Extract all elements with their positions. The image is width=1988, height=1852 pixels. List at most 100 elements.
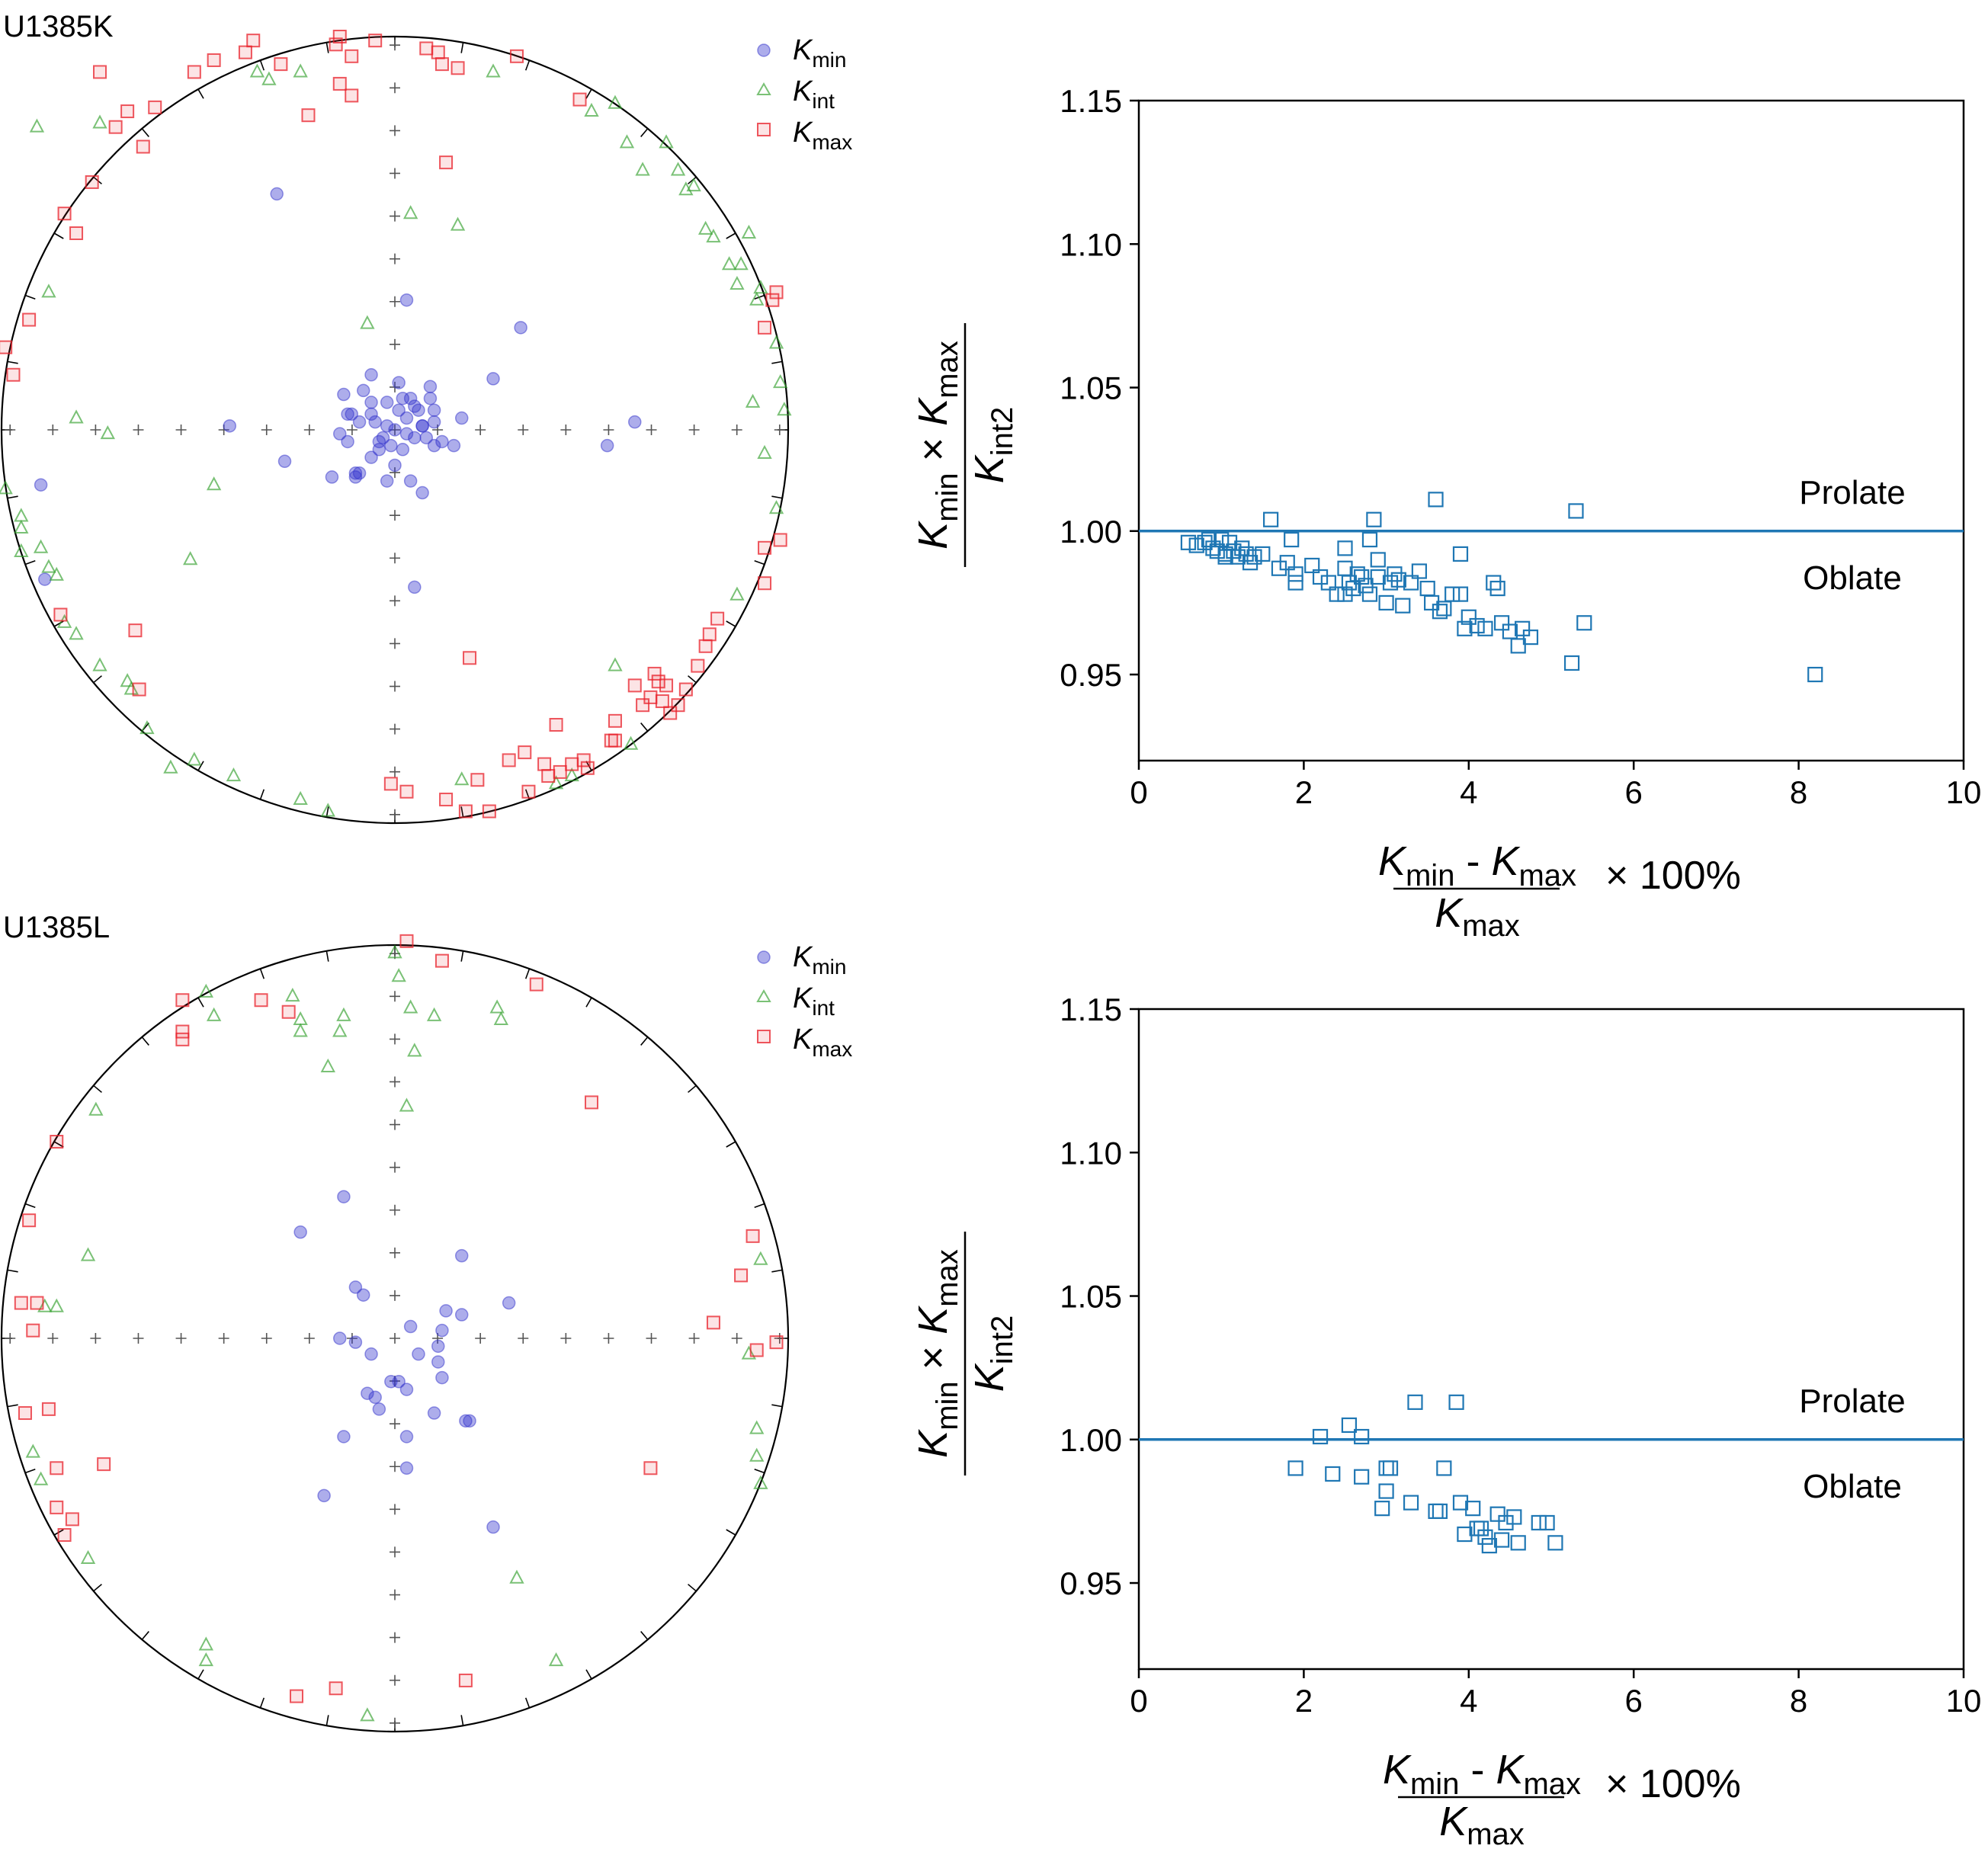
shape-point — [1515, 620, 1531, 636]
kmax-point — [238, 45, 252, 59]
stereonet-cross-mark — [5, 425, 16, 435]
kmax-point — [50, 1500, 64, 1514]
kmax-point — [580, 761, 595, 775]
y-tick-label: 1.10 — [1060, 1135, 1122, 1171]
legend-kint-marker — [756, 82, 771, 95]
kmin-point — [427, 1406, 441, 1420]
prolate-label: Prolate — [1799, 1383, 1905, 1420]
shape-point — [1469, 617, 1485, 634]
stereonet-cross-mark — [390, 1119, 400, 1130]
shape-point — [1217, 549, 1233, 565]
x-tick-label: 10 — [1946, 1683, 1982, 1719]
kmax-point — [0, 340, 13, 354]
kmax-point — [399, 934, 414, 948]
kmax-point — [85, 175, 99, 189]
kmin-point — [399, 1430, 414, 1443]
kmin-point — [486, 1520, 500, 1534]
stereonet-cross-mark — [261, 425, 272, 435]
legend-kmax-marker — [757, 123, 771, 136]
y-tick-label: 0.95 — [1060, 1565, 1122, 1601]
shape-point — [1287, 575, 1303, 591]
plot-frame — [1137, 1008, 1965, 1671]
kmax-point — [329, 1681, 343, 1696]
shape-point — [1312, 1428, 1329, 1445]
stereonet-cross-mark — [303, 425, 315, 435]
kint-point — [749, 1447, 765, 1462]
stereonet-tick — [585, 997, 592, 1008]
shape-point — [1382, 1460, 1399, 1476]
stereonet-cross-mark — [47, 425, 59, 435]
stereonet-cross-mark — [390, 1504, 400, 1515]
kint-point — [100, 425, 115, 440]
kmin-point — [392, 376, 406, 389]
kmin-point — [364, 450, 378, 464]
stereonet-tick — [141, 1631, 149, 1640]
kmin-point — [459, 1414, 473, 1428]
kmax-point — [758, 320, 772, 335]
stereonet-tick — [688, 176, 697, 184]
stereonet-cross-mark — [390, 553, 400, 564]
kint-point — [450, 216, 466, 231]
kmax-point — [383, 777, 398, 791]
shape-point — [1287, 566, 1303, 582]
kint-point — [407, 1043, 422, 1057]
kmin-point — [380, 396, 394, 409]
kint-point — [391, 968, 406, 982]
kmax-point — [50, 1461, 64, 1476]
kmin-point — [628, 415, 642, 429]
kmax-point — [439, 155, 454, 170]
shape-point — [1493, 1532, 1510, 1548]
shape-point — [1502, 623, 1518, 639]
kint-point — [623, 735, 639, 750]
kint-point — [0, 480, 13, 495]
kmin-point — [431, 1355, 445, 1369]
shape-point — [1180, 534, 1197, 550]
panel-label-top: U1385K — [3, 10, 114, 43]
kint-point — [163, 759, 178, 774]
shape-point — [1432, 604, 1448, 620]
x-tick-label: 0 — [1130, 1683, 1147, 1719]
stereonet-tick — [24, 1468, 36, 1474]
kmax-point — [254, 993, 268, 1008]
kint-point — [387, 944, 402, 959]
stereonet-tick — [524, 59, 531, 71]
shape-point — [1407, 1394, 1423, 1410]
stereonet-cross-mark — [390, 1076, 400, 1088]
kmax-point — [651, 674, 665, 689]
stereonet-cross-mark — [218, 1333, 229, 1344]
stereonet-tick — [93, 675, 102, 684]
kmax-point — [758, 540, 772, 555]
x-tick-label: 6 — [1625, 1683, 1643, 1719]
kmax-point — [332, 30, 347, 43]
kmax-point — [246, 34, 261, 48]
stereonet-tick — [325, 42, 329, 53]
kmax-point — [108, 120, 123, 134]
stereonet-tick — [726, 1529, 736, 1536]
kmax-point — [643, 690, 658, 704]
kmin-point — [415, 485, 429, 500]
kmin-point — [337, 1430, 351, 1443]
kmin-point — [34, 478, 48, 492]
stereonet-tick — [259, 59, 265, 71]
stereonet-cross-mark — [774, 425, 785, 435]
kint-point — [584, 102, 599, 117]
stereonet-tick — [24, 1203, 36, 1209]
kmin-point — [396, 443, 410, 457]
stereonet-tick — [460, 806, 464, 818]
stereonet-tick — [259, 1697, 265, 1709]
kint-point — [757, 444, 772, 459]
kmax-point — [22, 1213, 37, 1228]
kmax-point — [773, 533, 787, 547]
kmax-point — [458, 1673, 473, 1687]
stereonet-tick — [754, 1468, 765, 1474]
kint-point — [402, 999, 418, 1014]
shape-point — [1436, 601, 1452, 617]
kmax-point — [549, 718, 563, 732]
y-axis-numerator: Kmin × Kmax — [910, 341, 964, 550]
kmin-point — [408, 580, 422, 594]
shape-point — [1354, 1469, 1370, 1485]
shape-point — [1457, 620, 1473, 636]
kmax-point — [345, 49, 359, 63]
legend-kint-label: Kint — [793, 982, 835, 1020]
kmin-point — [392, 1375, 406, 1389]
